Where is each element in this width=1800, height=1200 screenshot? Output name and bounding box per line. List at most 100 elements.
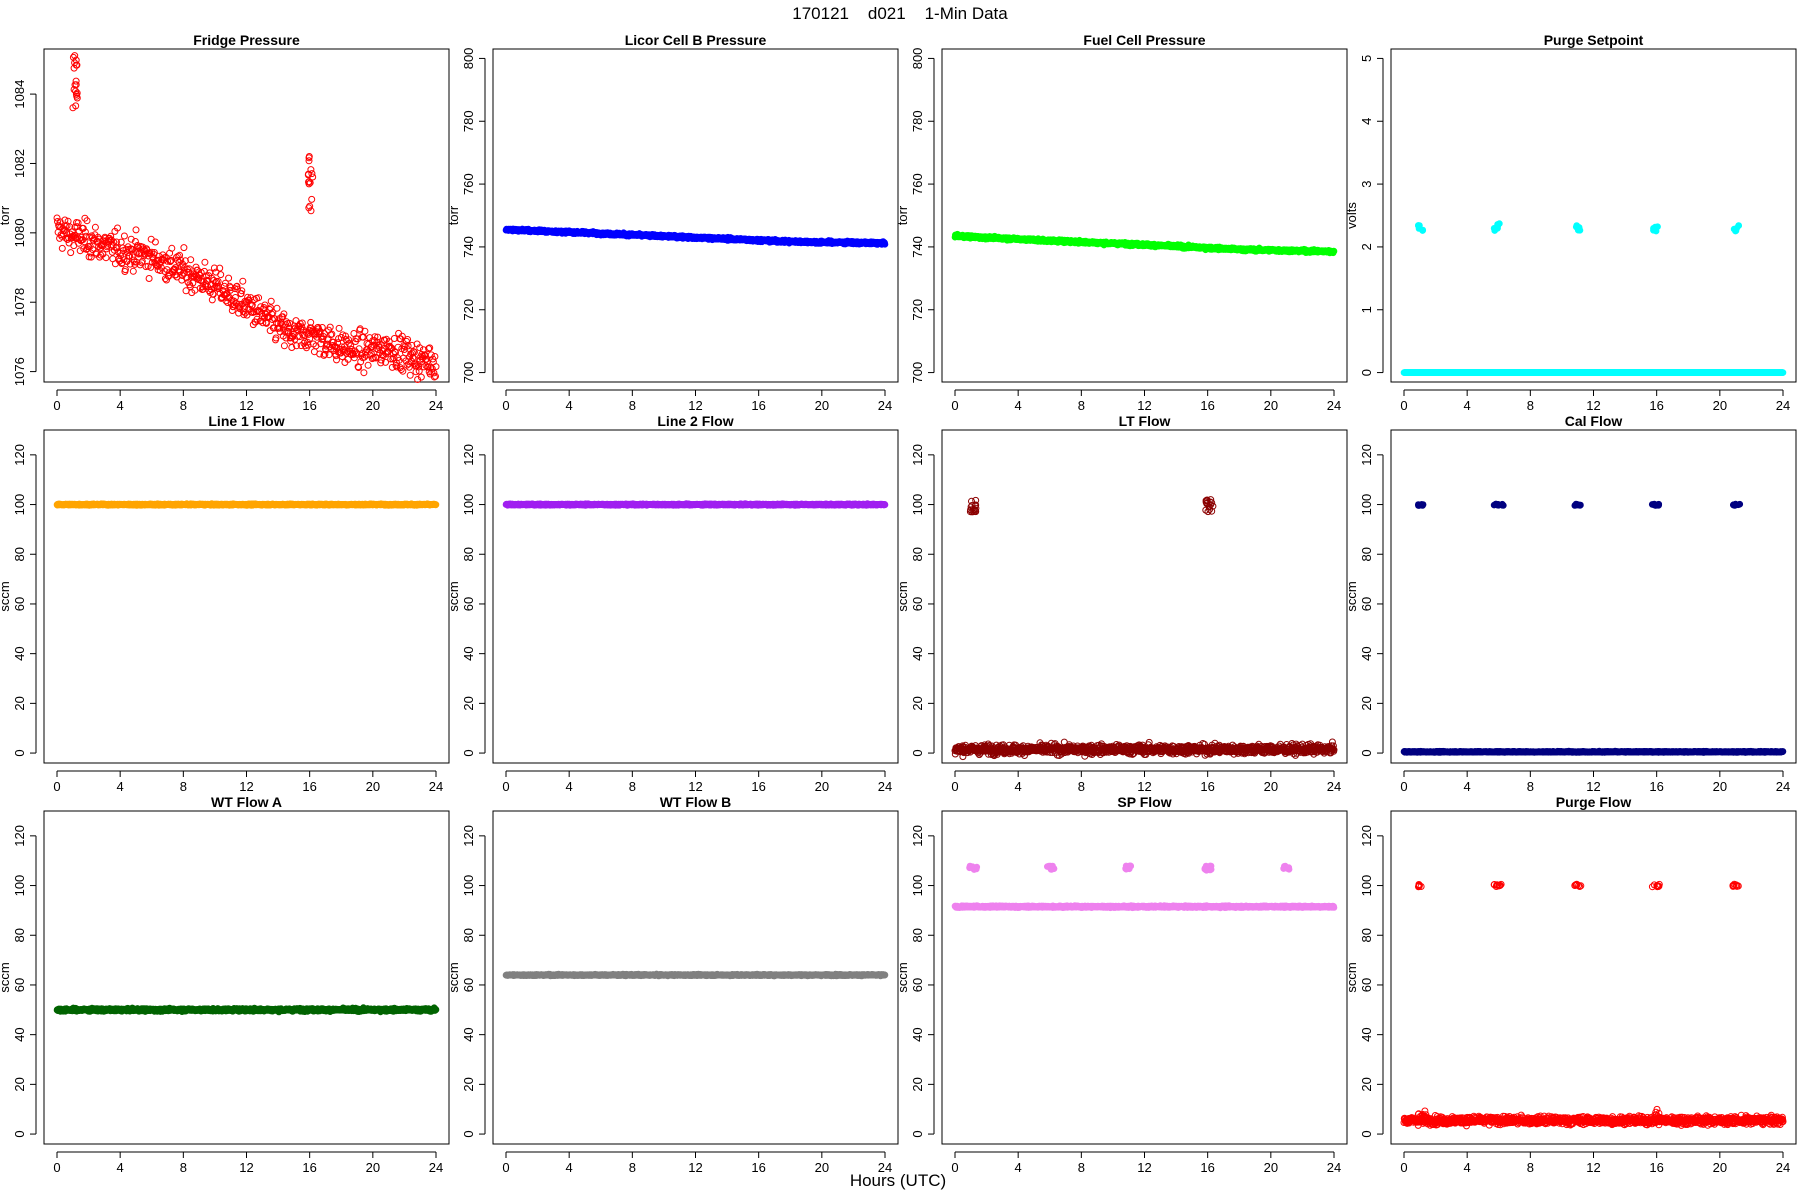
x-tick-label: 12 (1137, 398, 1151, 413)
y-axis-label: torr (446, 205, 461, 225)
y-tick-label: 760 (461, 173, 476, 195)
y-axis-label: volts (1344, 202, 1359, 229)
data-point (240, 305, 248, 313)
data-points (502, 225, 889, 248)
panel-grid: Fridge Pressuretorr107610781080108210840… (0, 32, 1797, 1175)
data-point (234, 285, 242, 293)
data-point (180, 244, 188, 252)
x-tick-label: 8 (1527, 398, 1534, 413)
data-point (208, 296, 216, 304)
data-point (151, 238, 159, 246)
x-tick-label: 16 (751, 398, 765, 413)
data-point (201, 258, 209, 266)
data-point (261, 301, 269, 309)
data-point (79, 224, 87, 232)
y-tick-label: 700 (910, 362, 925, 384)
data-point (107, 232, 115, 240)
data-point (214, 277, 222, 285)
data-point (259, 319, 267, 327)
x-tick-label: 24 (1327, 398, 1341, 413)
data-point (148, 248, 156, 256)
x-tick-label: 20 (815, 398, 829, 413)
plot-frame (1390, 48, 1797, 383)
plot-frame (43, 48, 450, 383)
data-point (76, 247, 84, 255)
data-point (185, 265, 193, 273)
data-point (102, 254, 110, 262)
y-axis-label: torr (0, 205, 12, 225)
data-point (233, 282, 241, 290)
data-point (181, 257, 189, 265)
data-point (176, 251, 184, 259)
data-point (81, 228, 89, 236)
y-tick-label: 4 (1359, 118, 1374, 125)
data-point (224, 294, 232, 302)
data-point (83, 217, 91, 225)
y-tick-label: 3 (1359, 180, 1374, 187)
data-point (406, 371, 414, 379)
data-point (288, 344, 296, 351)
data-point (210, 264, 218, 272)
data-point (132, 226, 140, 234)
data-point (74, 219, 82, 227)
y-tick-label: 760 (910, 173, 925, 195)
data-point (145, 275, 153, 282)
data-point (65, 234, 73, 242)
x-tick-label: 8 (180, 398, 187, 413)
data-point (237, 290, 245, 297)
data-point (208, 274, 216, 282)
y-tick-label: 720 (910, 299, 925, 321)
data-point (217, 271, 225, 279)
data-point (230, 297, 238, 305)
data-point (131, 260, 139, 268)
y-tick-label: 740 (910, 236, 925, 258)
data-point (156, 267, 164, 274)
data-point (155, 256, 163, 264)
data-point (126, 252, 134, 260)
chart-title: Licor Cell B Pressure (625, 32, 767, 48)
y-tick-label: 720 (461, 299, 476, 321)
x-tick-label: 20 (1264, 398, 1278, 413)
data-point (91, 223, 99, 231)
data-point (255, 294, 263, 302)
data-point (187, 256, 195, 264)
data-point (220, 282, 228, 290)
data-point (273, 304, 281, 312)
y-tick-label: 780 (910, 110, 925, 132)
data-point (58, 244, 66, 252)
x-tick-label: 4 (1015, 398, 1022, 413)
data-point (333, 356, 340, 364)
x-tick-label: 12 (688, 398, 702, 413)
y-tick-label: 1078 (12, 288, 27, 317)
plot-frame (492, 48, 899, 383)
chart-panel-2: Licor Cell B Pressuretorr700720740760780… (446, 32, 899, 413)
data-point (157, 263, 165, 271)
y-axis-label: torr (895, 205, 910, 225)
x-tick-label: 4 (566, 398, 573, 413)
data-point (164, 257, 171, 265)
chart-panel-3: Fuel Cell Pressuretorr700720740760780800… (895, 32, 1348, 413)
y-tick-label: 1084 (12, 80, 27, 109)
chart-title: Fridge Pressure (193, 32, 300, 48)
x-tick-label: 0 (1400, 398, 1407, 413)
chart-panel-1: Fridge Pressuretorr107610781080108210840… (0, 32, 450, 413)
x-tick-label: 0 (502, 398, 509, 413)
y-tick-label: 700 (461, 362, 476, 384)
data-point (239, 277, 247, 285)
data-point (163, 276, 170, 284)
data-point (280, 342, 288, 350)
data-point (177, 256, 185, 264)
data-point (127, 235, 135, 243)
data-point (280, 310, 288, 318)
data-point (308, 195, 316, 203)
data-point (226, 286, 234, 294)
x-tick-label: 12 (1586, 398, 1600, 413)
data-points (53, 52, 440, 383)
data-point (335, 324, 343, 332)
y-tick-label: 1 (1359, 306, 1374, 313)
data-point (119, 244, 127, 252)
y-tick-label: 740 (461, 236, 476, 258)
data-point (263, 319, 270, 327)
y-tick-label: 2 (1359, 243, 1374, 250)
